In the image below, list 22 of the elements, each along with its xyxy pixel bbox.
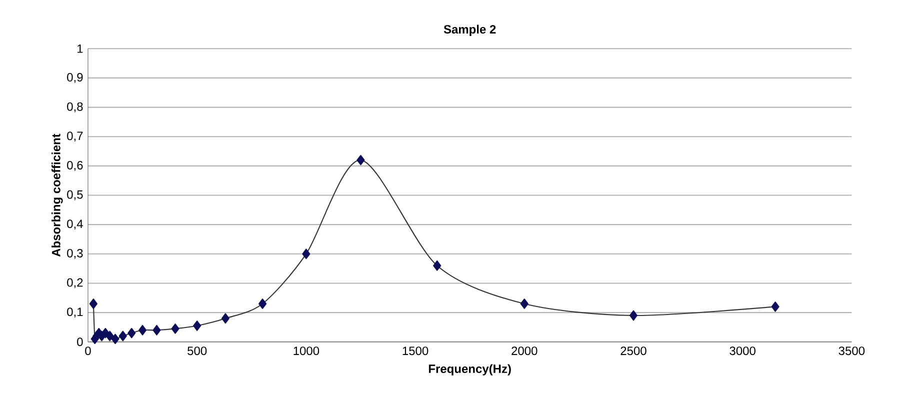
- y-tick-label: 0,6: [67, 161, 83, 171]
- y-tick-label: 0,8: [67, 102, 83, 112]
- y-tick-label: 0: [77, 338, 83, 346]
- x-tick-label: 500: [188, 346, 207, 356]
- y-tick-label: 0,4: [67, 220, 83, 230]
- y-tick-label: 0,9: [67, 73, 83, 83]
- x-tick-label: 0: [85, 346, 91, 356]
- x-tick-label: 2500: [620, 346, 646, 356]
- x-tick-label: 3000: [730, 346, 756, 356]
- y-axis-title: Absorbing coefficient: [52, 134, 63, 257]
- y-tick-label: 0,2: [67, 278, 83, 288]
- y-tick-label: 0,7: [67, 132, 83, 142]
- y-tick-label: 0,1: [67, 308, 83, 318]
- x-tick-label: 1000: [294, 346, 320, 356]
- y-tick-label: 0,5: [67, 190, 83, 200]
- x-axis-title: Frequency(Hz): [428, 364, 511, 376]
- x-tick-label: 3500: [838, 346, 865, 356]
- y-tick-label: 1: [78, 44, 83, 53]
- x-tick-label: 2000: [512, 346, 538, 356]
- chart-title: Sample 2: [444, 24, 496, 36]
- x-tick-label: 1500: [402, 346, 428, 356]
- y-tick-label: 0,3: [67, 249, 83, 259]
